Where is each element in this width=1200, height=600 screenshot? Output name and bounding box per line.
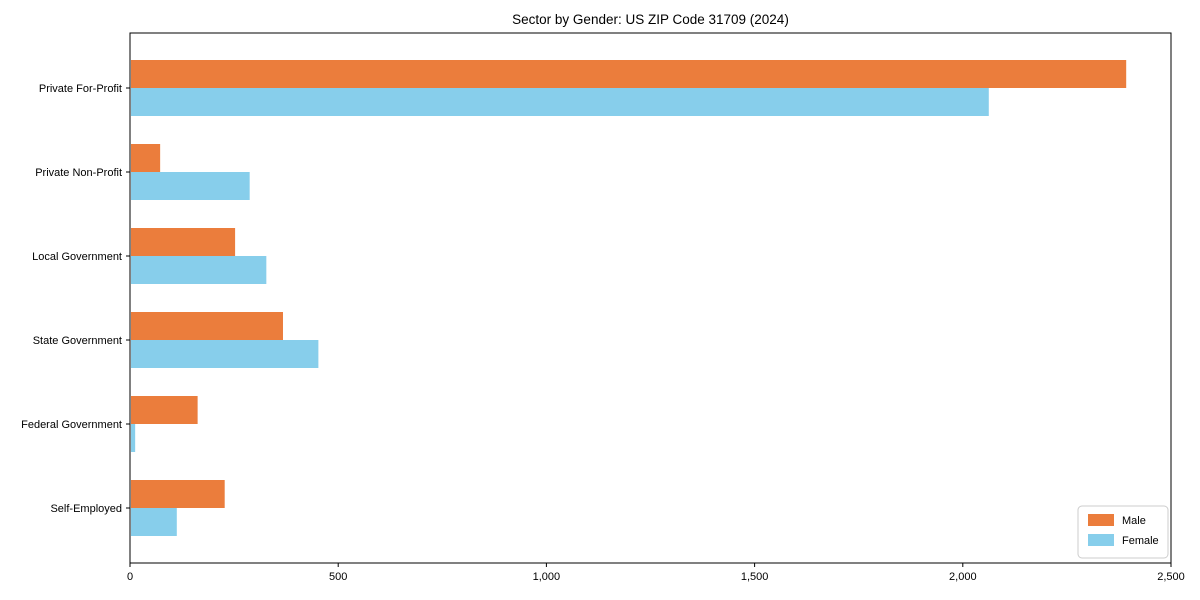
bar-male-self-employed <box>131 480 225 508</box>
bar-male-federal-government <box>131 396 198 424</box>
x-tick-label-1500: 1,500 <box>741 571 769 583</box>
bar-female-private-non-profit <box>131 172 250 200</box>
chart-title: Sector by Gender: US ZIP Code 31709 (202… <box>512 12 789 27</box>
legend-label-female: Female <box>1122 535 1159 547</box>
y-tick-label-local-government: Local Government <box>32 251 122 263</box>
x-tick-label-1000: 1,000 <box>533 571 561 583</box>
bar-male-private-non-profit <box>131 144 161 172</box>
legend-swatch-female <box>1088 534 1114 546</box>
legend-box <box>1077 505 1169 559</box>
y-tick-label-state-government: State Government <box>33 335 122 347</box>
bar-female-self-employed <box>131 508 177 536</box>
bar-female-local-government <box>131 256 267 284</box>
bar-female-private-for-profit <box>131 88 989 116</box>
bar-male-state-government <box>131 312 283 340</box>
bar-male-private-for-profit <box>131 60 1127 88</box>
legend-label-male: Male <box>1122 515 1146 527</box>
legend-swatch-male <box>1088 514 1114 526</box>
x-tick-label-500: 500 <box>329 571 347 583</box>
y-tick-label-private-for-profit: Private For-Profit <box>39 83 122 95</box>
x-tick-label-2000: 2,000 <box>949 571 977 583</box>
y-tick-label-self-employed: Self-Employed <box>50 503 122 515</box>
bar-male-local-government <box>131 228 236 256</box>
bar-female-state-government <box>131 340 319 368</box>
bar-female-federal-government <box>131 424 136 452</box>
x-tick-label-0: 0 <box>127 571 133 583</box>
x-tick-label-2500: 2,500 <box>1157 571 1185 583</box>
y-tick-label-federal-government: Federal Government <box>21 419 122 431</box>
y-tick-label-private-non-profit: Private Non-Profit <box>35 167 122 179</box>
plot-border <box>129 32 1172 564</box>
